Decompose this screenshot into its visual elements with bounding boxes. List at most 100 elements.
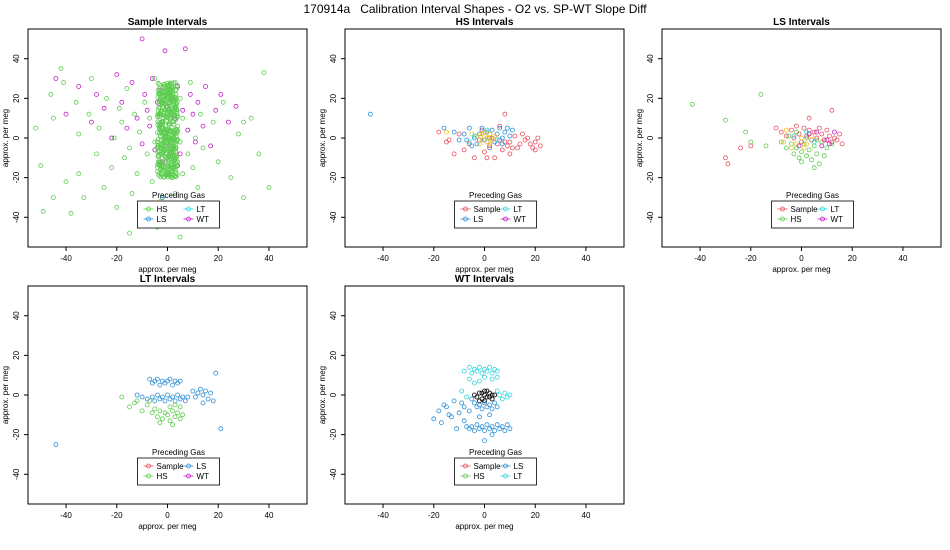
- point-wt: [53, 76, 59, 81]
- point-hs: [743, 129, 749, 135]
- point-ref: [492, 392, 498, 398]
- legend-box: [771, 200, 854, 229]
- point-hs: [172, 174, 178, 180]
- point-hs: [261, 70, 267, 75]
- chart-panel-1: Sample Intervals -40 -20 0 20 40 -40 -20 0 20 40 ap…: [1, 17, 308, 274]
- point-hs: [111, 135, 117, 141]
- x-tick-label: 20: [848, 254, 857, 263]
- point-wt: [187, 92, 193, 97]
- legend-box: [454, 457, 537, 486]
- point-ls: [479, 424, 485, 430]
- point-ls: [367, 111, 373, 117]
- point-hs: [180, 115, 186, 121]
- point-wt: [89, 119, 94, 125]
- point-ls: [459, 400, 465, 406]
- point-ls: [479, 125, 485, 131]
- point-ls: [53, 442, 59, 447]
- x-tick-label: 20: [214, 254, 223, 263]
- point-hs: [169, 118, 175, 124]
- point-hs: [829, 141, 835, 147]
- point-hs: [154, 130, 160, 135]
- point-hs: [119, 394, 125, 400]
- point-sample: [532, 147, 538, 153]
- x-tick-label: 0: [165, 511, 170, 520]
- point-hs: [164, 170, 170, 176]
- point-hs: [165, 83, 171, 89]
- point-wt: [182, 46, 188, 52]
- y-axis-label: approx. per meg: [635, 109, 644, 167]
- point-lt: [482, 374, 487, 380]
- point-sample: [487, 143, 493, 149]
- point-hs: [799, 149, 804, 155]
- point-hs: [763, 143, 769, 149]
- point-lt: [791, 133, 797, 139]
- y-tick-label: 40: [329, 54, 338, 63]
- legend-title: Preceding Gas: [152, 191, 205, 200]
- point-ls: [157, 382, 163, 388]
- point-hs: [73, 99, 79, 105]
- legend-entry-label: LS: [197, 462, 207, 471]
- point-sample: [520, 131, 525, 137]
- legend-swatch-point: [146, 463, 151, 469]
- point-hs: [172, 402, 178, 408]
- point-hs: [192, 135, 198, 141]
- point-ls: [487, 402, 493, 408]
- legend-entry-label: LT: [831, 205, 840, 214]
- point-other: [479, 131, 485, 137]
- point-ls: [476, 414, 482, 420]
- point-hs: [159, 124, 165, 130]
- legend-entry-label: WT: [831, 215, 844, 224]
- point-sample: [499, 147, 505, 153]
- x-tick-label: -40: [60, 511, 72, 520]
- point-ls: [469, 143, 475, 149]
- point-hs: [96, 125, 102, 131]
- y-axis-label: approx. per meg: [318, 109, 327, 167]
- point-wt: [139, 141, 145, 147]
- point-lt: [494, 137, 500, 143]
- point-ls: [203, 388, 208, 394]
- point-wt: [814, 129, 820, 135]
- legend-title: Preceding Gas: [469, 191, 522, 200]
- point-hs: [248, 115, 254, 121]
- point-hs: [187, 80, 193, 85]
- point-sample: [783, 133, 789, 139]
- point-other: [492, 133, 498, 139]
- point-hs: [127, 404, 132, 410]
- point-lt: [461, 368, 467, 374]
- point-hs: [164, 156, 170, 162]
- point-ls: [489, 432, 495, 438]
- point-hs: [33, 125, 38, 131]
- legend-swatch-point: [780, 206, 785, 212]
- x-axis-label: approx. per meg: [455, 265, 513, 274]
- point-hs: [185, 151, 191, 157]
- point-ls: [192, 394, 198, 400]
- x-tick-label: 40: [582, 254, 591, 263]
- y-tick-label: 20: [329, 350, 338, 359]
- point-ls: [200, 392, 206, 398]
- point-hs: [51, 195, 56, 200]
- x-tick-label: 0: [799, 254, 804, 263]
- x-tick-label: -20: [428, 511, 440, 520]
- point-ls: [489, 424, 495, 430]
- point-hs: [804, 135, 809, 141]
- point-hs: [174, 137, 180, 143]
- point-hs: [167, 404, 173, 410]
- point-other: [479, 137, 485, 143]
- y-tick-label: -20: [12, 171, 21, 183]
- point-wt: [142, 92, 148, 97]
- chart-panel-5: WT Intervals -40 -20 0 20 40 -40 -20 0 20 40 approx…: [318, 274, 625, 531]
- legend-entry-label: Sample: [157, 462, 185, 471]
- point-hs: [129, 191, 135, 196]
- point-ls: [482, 438, 487, 444]
- x-axis-label: approx. per meg: [138, 265, 196, 274]
- point-sample: [738, 145, 743, 151]
- legend-swatch-point: [186, 473, 191, 479]
- point-ls: [172, 398, 178, 404]
- point-hs: [155, 139, 160, 145]
- point-ls: [499, 424, 505, 430]
- x-axis-label: approx. per meg: [455, 522, 513, 531]
- point-wt: [203, 84, 208, 89]
- legend-title: Preceding Gas: [786, 191, 839, 200]
- point-hs: [175, 410, 181, 416]
- point-sample: [773, 125, 779, 131]
